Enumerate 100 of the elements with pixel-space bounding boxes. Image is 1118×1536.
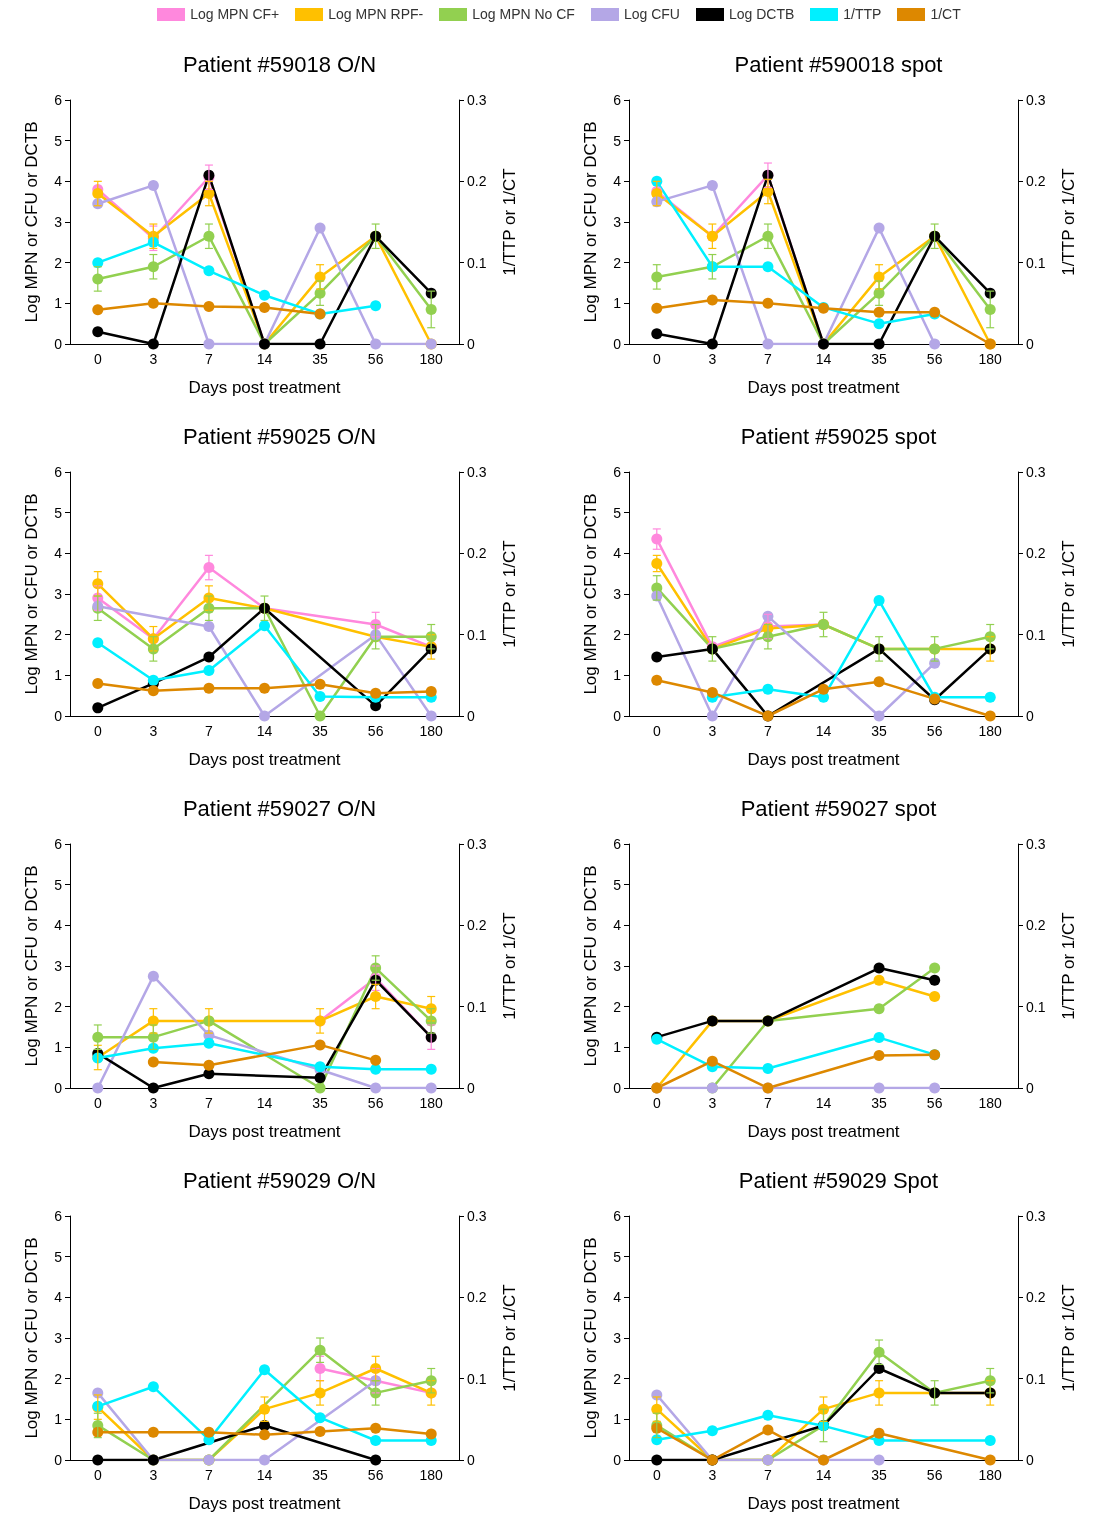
y-tick-label: 4 xyxy=(613,173,622,190)
y-tick-label: 5 xyxy=(54,876,63,893)
x-tick-label: 3 xyxy=(149,723,158,739)
y-tick-label: 0 xyxy=(54,1080,63,1096)
y2-tick-label: 0.3 xyxy=(1026,92,1046,108)
y-tick-label: 5 xyxy=(613,132,622,149)
legend-label: Log CFU xyxy=(623,6,680,22)
legend-label: 1/CT xyxy=(930,6,961,22)
x-tick-label: 3 xyxy=(149,351,158,367)
chart-title: Patient #59025 O/N xyxy=(182,423,377,449)
x-tick-label: 7 xyxy=(205,1467,214,1483)
y2-tick-label: 0.2 xyxy=(1026,173,1046,190)
chart-title: Patient #59027 spot xyxy=(740,795,937,821)
x-tick-label: 7 xyxy=(764,351,773,367)
x-axis-title: Days post treatment xyxy=(747,378,900,397)
y-tick-label: 3 xyxy=(613,214,622,230)
y2-axis-title: 1/TTP or 1/CT xyxy=(1059,540,1078,648)
y-tick-label: 3 xyxy=(613,958,622,974)
x-axis-title: Days post treatment xyxy=(747,1122,900,1141)
y-tick-label: 4 xyxy=(613,545,622,562)
y2-axis-title: 1/TTP or 1/CT xyxy=(500,1284,519,1392)
y-tick-label: 5 xyxy=(613,876,622,893)
x-tick-label: 180 xyxy=(419,351,444,367)
y2-tick-label: 0.3 xyxy=(467,836,487,852)
legend-label: Log MPN CF+ xyxy=(190,6,280,22)
y-tick-label: 4 xyxy=(54,917,63,934)
x-tick-label: 0 xyxy=(652,723,661,739)
y-tick-label: 4 xyxy=(54,545,63,562)
x-tick-label: 14 xyxy=(815,1467,832,1483)
y2-tick-label: 0 xyxy=(467,1452,475,1468)
y-tick-label: 1 xyxy=(54,1039,63,1056)
y2-axis-title: 1/TTP or 1/CT xyxy=(500,912,519,1020)
y-tick-label: 3 xyxy=(54,958,63,974)
y-tick-label: 3 xyxy=(613,586,622,602)
y-tick-label: 2 xyxy=(54,1370,63,1387)
y2-tick-label: 0.1 xyxy=(467,998,487,1015)
y-tick-label: 5 xyxy=(613,1248,622,1265)
chart-title: Patient #59029 Spot xyxy=(738,1167,939,1193)
x-tick-label: 0 xyxy=(93,1467,102,1483)
x-tick-label: 180 xyxy=(978,1467,1003,1483)
y-tick-label: 0 xyxy=(54,336,63,352)
x-tick-label: 180 xyxy=(978,1095,1003,1111)
y-tick-label: 0 xyxy=(613,1452,622,1468)
x-tick-label: 180 xyxy=(419,723,444,739)
y-tick-label: 6 xyxy=(613,836,622,852)
y-tick-label: 6 xyxy=(54,1208,63,1224)
y-tick-label: 6 xyxy=(54,464,63,480)
x-tick-label: 7 xyxy=(764,723,773,739)
x-tick-label: 56 xyxy=(367,351,384,367)
y2-tick-label: 0 xyxy=(467,1080,475,1096)
y2-tick-label: 0.1 xyxy=(467,254,487,271)
x-tick-label: 14 xyxy=(256,723,273,739)
x-tick-label: 56 xyxy=(926,1467,943,1483)
y-tick-label: 1 xyxy=(54,667,63,684)
y-tick-label: 4 xyxy=(54,1289,63,1306)
x-tick-label: 3 xyxy=(708,723,717,739)
y-tick-label: 5 xyxy=(613,504,622,521)
x-tick-label: 180 xyxy=(978,723,1003,739)
x-tick-label: 35 xyxy=(312,351,329,367)
y2-tick-label: 0 xyxy=(1026,1080,1034,1096)
y2-tick-label: 0.1 xyxy=(467,626,487,643)
x-tick-label: 0 xyxy=(652,1467,661,1483)
y-tick-label: 5 xyxy=(54,1248,63,1265)
x-tick-label: 56 xyxy=(367,1095,384,1111)
y-tick-label: 1 xyxy=(54,295,63,312)
x-tick-label: 7 xyxy=(205,723,214,739)
y2-tick-label: 0.1 xyxy=(467,1370,487,1387)
y2-tick-label: 0 xyxy=(1026,708,1034,724)
x-tick-label: 0 xyxy=(93,351,102,367)
y2-tick-label: 0.3 xyxy=(1026,836,1046,852)
x-tick-label: 0 xyxy=(93,723,102,739)
y2-tick-label: 0.1 xyxy=(1026,254,1046,271)
x-tick-label: 3 xyxy=(708,1467,717,1483)
y2-tick-label: 0.2 xyxy=(1026,917,1046,934)
x-tick-label: 14 xyxy=(815,351,832,367)
x-tick-label: 0 xyxy=(93,1095,102,1111)
y-tick-label: 2 xyxy=(613,998,622,1015)
y2-tick-label: 0.3 xyxy=(1026,1208,1046,1224)
x-tick-label: 14 xyxy=(256,1095,273,1111)
y-tick-label: 2 xyxy=(613,254,622,271)
x-tick-label: 180 xyxy=(419,1095,444,1111)
y2-axis-title: 1/TTP or 1/CT xyxy=(1059,168,1078,276)
x-axis-title: Days post treatment xyxy=(188,378,341,397)
chart-title: Patient #59018 O/N xyxy=(182,51,377,77)
x-tick-label: 56 xyxy=(926,723,943,739)
x-tick-label: 180 xyxy=(978,351,1003,367)
y2-tick-label: 0.2 xyxy=(1026,545,1046,562)
x-tick-label: 35 xyxy=(871,723,888,739)
x-tick-label: 3 xyxy=(708,1095,717,1111)
y-tick-label: 1 xyxy=(54,1411,63,1428)
y-tick-label: 2 xyxy=(54,626,63,643)
y2-tick-label: 0.1 xyxy=(1026,626,1046,643)
y2-axis-title: 1/TTP or 1/CT xyxy=(1059,1284,1078,1392)
y2-axis-title: 1/TTP or 1/CT xyxy=(500,540,519,648)
legend-label: Log MPN RPF- xyxy=(328,6,424,22)
y-axis-title: Log MPN or CFU or DCTB xyxy=(581,865,600,1067)
chart-title: Patient #59025 spot xyxy=(740,423,937,449)
legend-label: Log DCTB xyxy=(728,6,795,22)
y2-tick-label: 0 xyxy=(467,336,475,352)
x-tick-label: 56 xyxy=(367,1467,384,1483)
